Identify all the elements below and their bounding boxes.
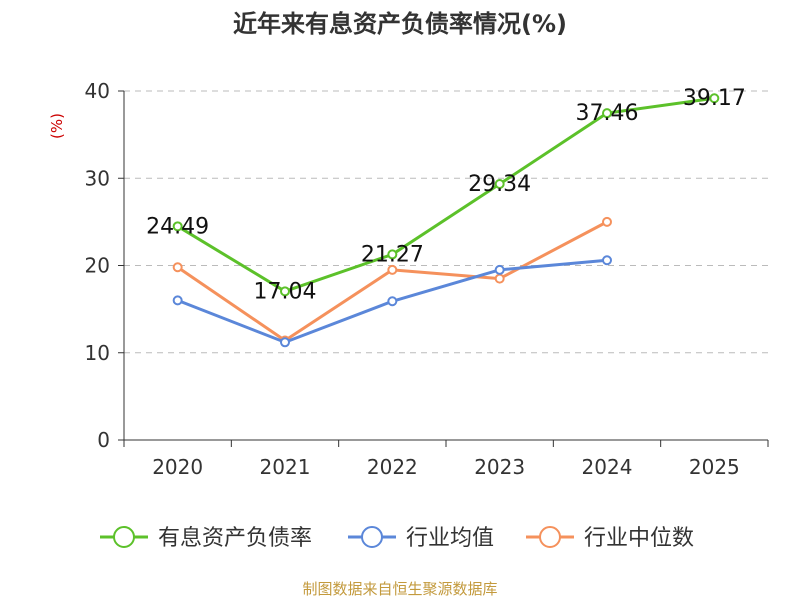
data-label: 37.46 — [576, 101, 639, 126]
legend: 有息资产负债率 行业均值 行业中位数 — [100, 526, 694, 551]
x-tick-label: 2022 — [367, 455, 418, 479]
y-axis-label: (%) — [48, 113, 66, 139]
data-point — [172, 262, 183, 273]
source-note: 制图数据来自恒生聚源数据库 — [302, 580, 497, 598]
data-point — [172, 221, 183, 232]
data-point — [280, 337, 290, 348]
data-point — [602, 216, 612, 227]
data-point — [602, 255, 612, 266]
legend-label: 行业均值 — [406, 526, 494, 551]
series-line-0 — [176, 96, 715, 293]
axes: 0 10 20 30 40 2020 2021 2022 2023 2024 2025 — [85, 79, 769, 479]
x-tick-label: 2021 — [260, 455, 311, 479]
data-labels: 24.49 17.04 21.27 29.34 37.46 39.17 — [146, 86, 746, 304]
data-point — [494, 179, 505, 190]
data-point — [172, 295, 183, 306]
series-layer — [172, 93, 720, 348]
x-tick-label: 2023 — [474, 455, 525, 479]
x-tick-label: 2024 — [582, 455, 633, 479]
data-point — [494, 264, 505, 275]
legend-marker — [539, 526, 561, 548]
y-tick-label: 30 — [85, 166, 110, 190]
grid-lines — [124, 90, 768, 354]
series-line-2 — [176, 220, 608, 343]
legend-marker — [361, 526, 383, 548]
data-point — [387, 296, 398, 307]
data-point — [709, 93, 720, 104]
data-point — [602, 108, 612, 119]
data-point — [494, 273, 505, 284]
y-tick-label: 40 — [85, 79, 110, 103]
data-point — [387, 249, 398, 260]
data-label: 17.04 — [254, 279, 317, 304]
data-point — [280, 286, 290, 297]
y-tick-label: 20 — [85, 254, 110, 278]
y-tick-label: 10 — [85, 341, 110, 365]
x-tick-label: 2025 — [689, 455, 740, 479]
data-label: 39.17 — [683, 86, 746, 111]
x-tick-label: 2020 — [152, 455, 203, 479]
legend-label: 有息资产负债率 — [158, 526, 312, 551]
data-label: 21.27 — [361, 242, 424, 267]
data-point — [387, 264, 398, 275]
legend-label: 行业中位数 — [584, 526, 694, 551]
chart-title: 近年来有息资产负债率情况(%) — [233, 10, 567, 38]
data-label: 29.34 — [468, 172, 531, 197]
legend-marker — [113, 526, 135, 548]
y-tick-label: 0 — [97, 428, 110, 452]
data-label: 24.49 — [146, 214, 209, 239]
